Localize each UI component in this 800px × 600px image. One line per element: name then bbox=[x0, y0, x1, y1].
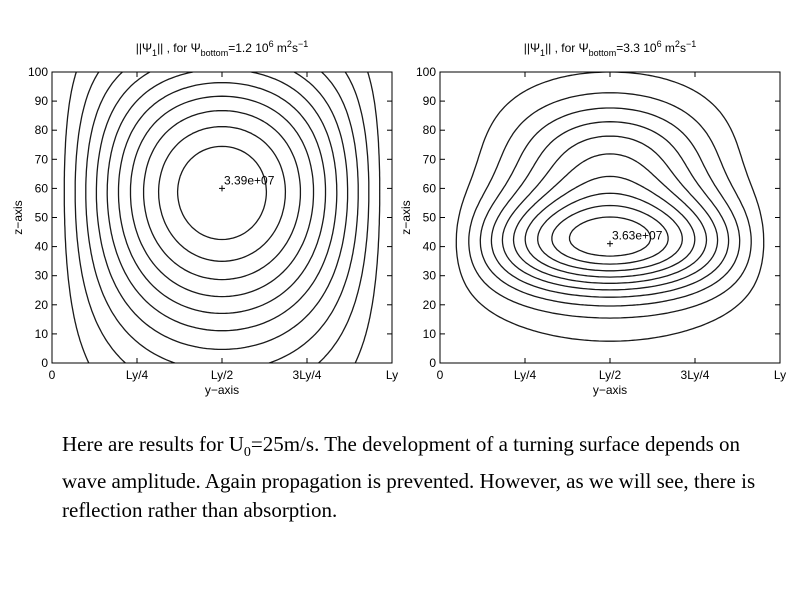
x-axis-label: y−axis bbox=[593, 383, 627, 397]
y-tick-label: 100 bbox=[28, 65, 48, 79]
contour-level-3 bbox=[479, 107, 741, 307]
y-axis-label: z−axis bbox=[11, 200, 25, 234]
y-tick-label: 90 bbox=[35, 94, 49, 108]
contour-level-3 bbox=[85, 72, 359, 363]
y-tick-label: 50 bbox=[35, 211, 49, 225]
contour-level-10 bbox=[176, 145, 268, 241]
y-axis-label: z−axis bbox=[399, 200, 413, 234]
right-contour-panel: ||Ψ1|| , for Ψbottom=3.3 106 m2s−1010203… bbox=[399, 39, 786, 397]
y-tick-label: 50 bbox=[423, 211, 437, 225]
caption-part2: =25m/s. The development of a turning sur… bbox=[62, 432, 756, 523]
title-superscript: −1 bbox=[298, 39, 308, 49]
peak-label: 3.63e+07 bbox=[612, 229, 663, 243]
y-tick-label: 100 bbox=[416, 65, 436, 79]
x-tick-label: Ly bbox=[386, 368, 398, 382]
title-subscript: 1 bbox=[540, 48, 545, 58]
contour-level-2 bbox=[74, 72, 370, 363]
x-tick-label: 3Ly/4 bbox=[681, 368, 710, 382]
title-part: s bbox=[680, 41, 686, 55]
contour-level-1 bbox=[455, 72, 765, 342]
y-tick-label: 90 bbox=[423, 94, 437, 108]
contour-level-5 bbox=[501, 135, 719, 291]
contour-level-6 bbox=[512, 153, 708, 284]
y-tick-label: 30 bbox=[423, 269, 437, 283]
left-contour-panel: ||Ψ1|| , for Ψbottom=1.2 106 m2s−1010203… bbox=[11, 39, 398, 397]
y-tick-label: 40 bbox=[35, 240, 49, 254]
contour-level-6 bbox=[117, 81, 327, 315]
title-superscript: 6 bbox=[657, 39, 662, 49]
contour-level-7 bbox=[129, 95, 315, 298]
title-part: || , for Ψ bbox=[157, 41, 201, 55]
chart-title: ||Ψ1|| , for Ψbottom=1.2 106 m2s−1 bbox=[136, 39, 308, 58]
chart-title: ||Ψ1|| , for Ψbottom=3.3 106 m2s−1 bbox=[524, 39, 696, 58]
plot-frame bbox=[51, 71, 393, 364]
title-superscript: 6 bbox=[269, 39, 274, 49]
contour-level-5 bbox=[106, 72, 338, 332]
caption-part1: Here are results for U bbox=[62, 432, 244, 456]
contour-level-1 bbox=[63, 72, 381, 363]
peak-label: 3.39e+07 bbox=[224, 173, 275, 187]
title-part: s bbox=[292, 41, 298, 55]
x-tick-label: Ly/4 bbox=[126, 368, 149, 382]
title-part: m bbox=[274, 41, 287, 55]
y-tick-label: 0 bbox=[429, 356, 436, 370]
y-tick-label: 60 bbox=[423, 181, 437, 195]
y-tick-label: 60 bbox=[35, 181, 49, 195]
title-subscript: bottom bbox=[201, 48, 229, 58]
y-tick-label: 10 bbox=[35, 327, 49, 341]
contour-level-9 bbox=[157, 125, 287, 262]
contour-level-4 bbox=[95, 72, 349, 351]
x-tick-label: 0 bbox=[49, 368, 56, 382]
y-tick-label: 10 bbox=[423, 327, 437, 341]
contour-level-7 bbox=[524, 175, 696, 278]
contour-level-9 bbox=[551, 204, 669, 265]
x-tick-label: 3Ly/4 bbox=[293, 368, 322, 382]
title-part: ||Ψ bbox=[136, 41, 152, 55]
contour-level-2 bbox=[468, 92, 752, 319]
figure: ||Ψ1|| , for Ψbottom=1.2 106 m2s−1010203… bbox=[11, 39, 786, 397]
x-axis-label: y−axis bbox=[205, 383, 239, 397]
contour-lines bbox=[455, 72, 765, 342]
caption-subscript: 0 bbox=[243, 445, 251, 461]
title-subscript: bottom bbox=[589, 48, 617, 58]
contour-level-10 bbox=[568, 216, 652, 257]
caption-text: Here are results for U0=25m/s. The devel… bbox=[62, 430, 762, 525]
contour-level-8 bbox=[537, 192, 683, 272]
x-tick-label: Ly bbox=[774, 368, 786, 382]
y-tick-label: 30 bbox=[35, 269, 49, 283]
y-tick-label: 20 bbox=[35, 298, 49, 312]
contour-level-8 bbox=[142, 109, 302, 281]
y-tick-label: 70 bbox=[35, 152, 49, 166]
title-superscript: 2 bbox=[287, 39, 292, 49]
title-superscript: −1 bbox=[686, 39, 696, 49]
x-tick-label: Ly/4 bbox=[514, 368, 537, 382]
y-tick-label: 0 bbox=[41, 356, 48, 370]
x-tick-label: Ly/2 bbox=[599, 368, 622, 382]
title-superscript: 2 bbox=[675, 39, 680, 49]
y-tick-label: 40 bbox=[423, 240, 437, 254]
y-tick-label: 70 bbox=[423, 152, 437, 166]
contour-lines bbox=[63, 72, 381, 363]
y-tick-label: 80 bbox=[423, 123, 437, 137]
x-tick-label: Ly/2 bbox=[211, 368, 234, 382]
x-tick-label: 0 bbox=[437, 368, 444, 382]
title-part: ||Ψ bbox=[524, 41, 540, 55]
title-part: || , for Ψ bbox=[545, 41, 589, 55]
title-part: =1.2 10 bbox=[228, 41, 269, 55]
contour-level-4 bbox=[490, 121, 730, 298]
title-subscript: 1 bbox=[152, 48, 157, 58]
y-tick-label: 20 bbox=[423, 298, 437, 312]
y-tick-label: 80 bbox=[35, 123, 49, 137]
title-part: =3.3 10 bbox=[616, 41, 657, 55]
title-part: m bbox=[662, 41, 675, 55]
